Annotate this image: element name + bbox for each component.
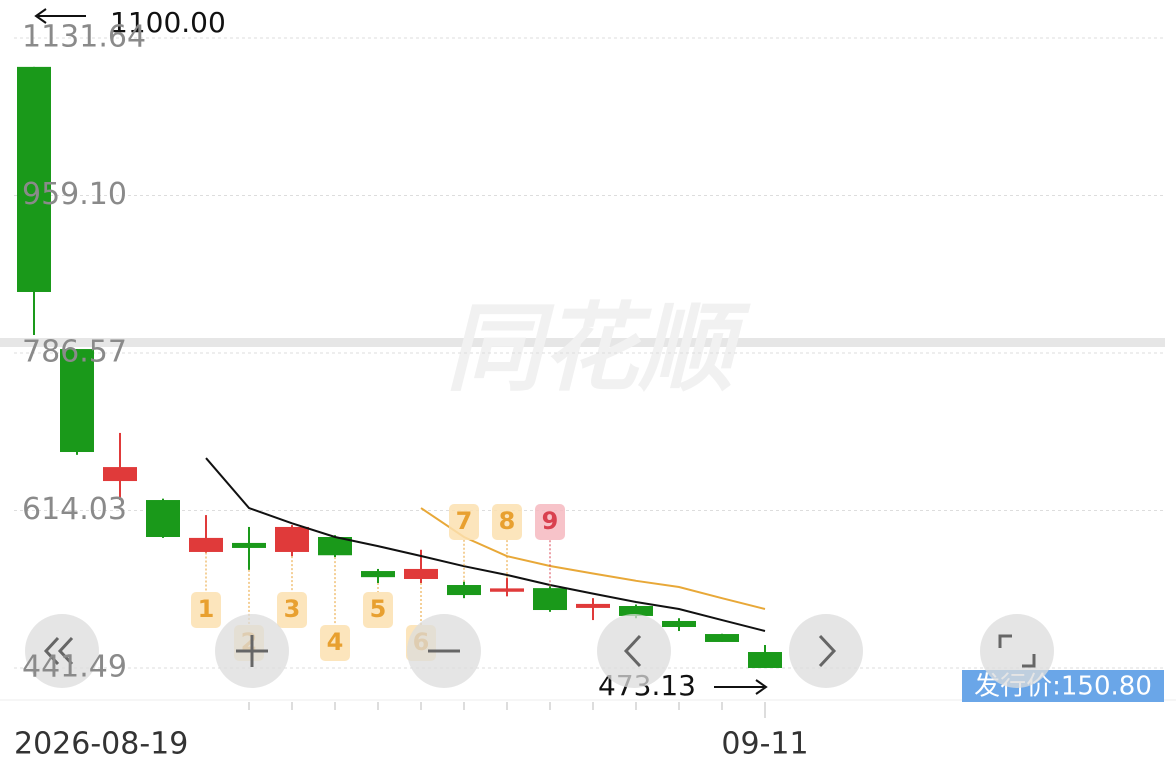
- separator-bar: [0, 338, 1165, 347]
- y-tick-label: 1131.64: [22, 20, 146, 55]
- sequence-badge: [363, 592, 393, 628]
- watermark: 同花顺: [446, 292, 751, 404]
- min-arrow-head: [755, 679, 768, 695]
- candle-body: [705, 634, 739, 642]
- next-button[interactable]: [789, 614, 863, 688]
- sequence-badge: [535, 504, 565, 540]
- candle-body: [533, 588, 567, 611]
- plot: 123456789: [17, 66, 782, 668]
- sequence-label: 1: [198, 595, 215, 623]
- candle-body: [447, 585, 481, 596]
- max-label: 1100.00: [110, 6, 226, 39]
- sequence-badge: [191, 592, 221, 628]
- button-icons: [43, 634, 1036, 668]
- candle-body: [318, 536, 352, 556]
- max-arrow-head: [34, 8, 47, 24]
- prev-button[interactable]: [597, 614, 671, 688]
- y-tick-label: 959.10: [22, 177, 127, 212]
- sequence-badge: [492, 504, 522, 540]
- moving-average-line: [420, 507, 766, 610]
- candle-body: [619, 606, 653, 616]
- candle-body: [404, 568, 438, 579]
- candle-body: [189, 537, 223, 552]
- icon-prev: [623, 634, 642, 668]
- moving-average-line: [205, 457, 766, 632]
- y-tick-label: 614.03: [22, 492, 127, 527]
- candle-body: [146, 500, 180, 537]
- icon-next: [818, 634, 837, 668]
- candle-body: [232, 542, 266, 548]
- x-axis-band: [0, 700, 1176, 777]
- icon-plus: [236, 635, 268, 667]
- sequence-label: 9: [542, 507, 559, 535]
- candle-body: [103, 467, 137, 482]
- sequence-badge: [449, 504, 479, 540]
- sequence-label: 8: [499, 507, 516, 535]
- sequence-label: 4: [327, 628, 344, 656]
- icon-fullscreen: [998, 634, 1036, 668]
- candle-body: [17, 66, 51, 292]
- candle-body: [361, 571, 395, 578]
- candle-body: [60, 349, 94, 453]
- x-tick-label: 09-11: [721, 727, 808, 762]
- candle-body: [490, 588, 524, 592]
- fullscreen-button[interactable]: [980, 614, 1054, 688]
- x-tick-label: 2026-08-19: [14, 727, 188, 762]
- x-axis: 2026-08-19 09-11: [14, 702, 809, 762]
- candle-body: [662, 620, 696, 628]
- sequence-label: 7: [456, 507, 473, 535]
- candle-body: [748, 652, 782, 668]
- icon-fast-back: [43, 636, 74, 666]
- sequence-badge: [277, 592, 307, 628]
- sequence-badge: [320, 625, 350, 661]
- y-tick-label: 441.49: [22, 650, 127, 685]
- candle-body: [275, 526, 309, 552]
- candle-body: [576, 603, 610, 608]
- sequence-label: 5: [370, 595, 387, 623]
- y-tick-label: 786.57: [22, 334, 127, 369]
- sequence-label: 3: [284, 595, 301, 623]
